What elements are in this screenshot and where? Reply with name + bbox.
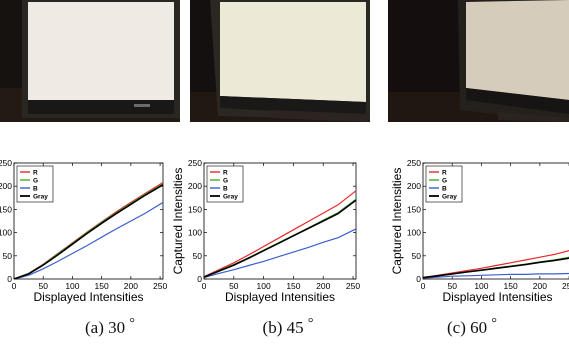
legend-label-g: G bbox=[33, 178, 38, 185]
y-tick-label: 200 bbox=[0, 181, 12, 191]
series-group bbox=[14, 181, 163, 279]
x-axis-label: Displayed Intensities bbox=[33, 290, 143, 304]
y-tick-label: 150 bbox=[188, 204, 202, 214]
y-tick-label: 0 bbox=[197, 274, 202, 284]
x-tick-label: 250 bbox=[562, 281, 569, 291]
x-axis-label: Displayed Intensities bbox=[442, 290, 552, 304]
x-tick-label: 200 bbox=[316, 281, 330, 291]
series-group bbox=[204, 190, 356, 279]
series-line-gray bbox=[423, 257, 569, 279]
x-axis-label: Displayed Intensities bbox=[225, 290, 335, 304]
legend-label-gray: Gray bbox=[33, 194, 48, 201]
x-tick-label: 100 bbox=[474, 281, 488, 291]
caption-a: (a) 30 ° bbox=[50, 316, 170, 338]
axes-frame bbox=[13, 162, 164, 280]
y-axis-label: Captured Intensities bbox=[390, 168, 404, 275]
series-line-gray bbox=[14, 184, 163, 279]
caption-b-letter: (b) bbox=[262, 318, 283, 337]
caption-a-degree: ° bbox=[129, 316, 135, 331]
monitor-photo-60 bbox=[388, 0, 569, 122]
legend-label-b: B bbox=[33, 186, 38, 193]
y-tick-label: 0 bbox=[416, 274, 421, 284]
caption-c-letter: (c) bbox=[447, 318, 466, 337]
x-tick-label: 100 bbox=[257, 281, 271, 291]
x-tick-label: 0 bbox=[202, 281, 207, 291]
x-tick-label: 50 bbox=[447, 281, 457, 291]
x-tick-label: 200 bbox=[124, 281, 138, 291]
chart-1: 0 50 100 150 200 250 0 50 100 150 200 250 Displayed … bbox=[0, 158, 167, 304]
legend-label-r: R bbox=[223, 170, 228, 177]
y-tick-label: 0 bbox=[7, 274, 12, 284]
x-tick-label: 200 bbox=[533, 281, 547, 291]
series-line-b bbox=[14, 201, 163, 279]
y-tick-label: 150 bbox=[0, 204, 12, 214]
y-axis-label: Captured Intensities bbox=[171, 168, 185, 275]
legend-label-b: B bbox=[442, 186, 447, 193]
legend-label-r: R bbox=[442, 170, 447, 177]
y-tick-label: 100 bbox=[0, 228, 12, 238]
axes-frame bbox=[203, 162, 357, 280]
y-tick-label: 50 bbox=[193, 251, 203, 261]
series-line-gray bbox=[204, 199, 356, 278]
caption-a-letter: (a) bbox=[85, 318, 104, 337]
y-tick-label: 50 bbox=[3, 251, 13, 261]
caption-c: (c) 60 ° bbox=[412, 316, 532, 338]
x-tick-label: 150 bbox=[286, 281, 300, 291]
chart-3: 0 50 100 150 200 250 0 50 100 150 200 250 Displayed … bbox=[390, 158, 569, 304]
series-line-b bbox=[204, 228, 356, 279]
x-tick-label: 0 bbox=[421, 281, 426, 291]
caption-a-angle: 30 bbox=[108, 318, 126, 337]
caption-b-angle: 45 bbox=[286, 318, 304, 337]
x-tick-label: 150 bbox=[95, 281, 109, 291]
x-tick-label: 0 bbox=[12, 281, 17, 291]
series-line-b bbox=[423, 272, 569, 279]
legend-label-g: G bbox=[223, 178, 228, 185]
legend-label-gray: Gray bbox=[223, 194, 238, 201]
y-tick-label: 50 bbox=[412, 251, 422, 261]
axes-frame bbox=[422, 162, 569, 280]
y-tick-label: 250 bbox=[188, 158, 202, 168]
legend-label-gray: Gray bbox=[442, 194, 457, 201]
caption-b-degree: ° bbox=[307, 316, 314, 331]
y-tick-label: 150 bbox=[407, 204, 421, 214]
y-tick-label: 200 bbox=[188, 181, 202, 191]
legend-label-r: R bbox=[33, 170, 38, 177]
chart-2: 0 50 100 150 200 250 0 50 100 150 200 250 Displayed … bbox=[171, 158, 360, 304]
y-tick-label: 100 bbox=[188, 228, 202, 238]
caption-c-angle: 60 bbox=[470, 318, 488, 337]
monitor-photo-30 bbox=[0, 0, 180, 122]
caption-b: (b) 45 ° bbox=[228, 316, 348, 338]
series-line-r bbox=[204, 190, 356, 278]
y-tick-label: 250 bbox=[0, 158, 12, 168]
x-tick-label: 250 bbox=[346, 281, 360, 291]
monitor-photo-45 bbox=[190, 0, 370, 122]
legend-label-g: G bbox=[442, 178, 447, 185]
x-tick-label: 50 bbox=[229, 281, 239, 291]
y-tick-label: 200 bbox=[407, 181, 421, 191]
x-tick-label: 250 bbox=[153, 281, 167, 291]
y-tick-label: 100 bbox=[407, 228, 421, 238]
x-tick-label: 150 bbox=[504, 281, 518, 291]
y-tick-label: 250 bbox=[407, 158, 421, 168]
caption-c-degree: ° bbox=[491, 316, 497, 331]
series-group bbox=[423, 249, 569, 279]
legend-label-b: B bbox=[223, 186, 228, 193]
x-tick-label: 100 bbox=[65, 281, 79, 291]
x-tick-label: 50 bbox=[38, 281, 48, 291]
